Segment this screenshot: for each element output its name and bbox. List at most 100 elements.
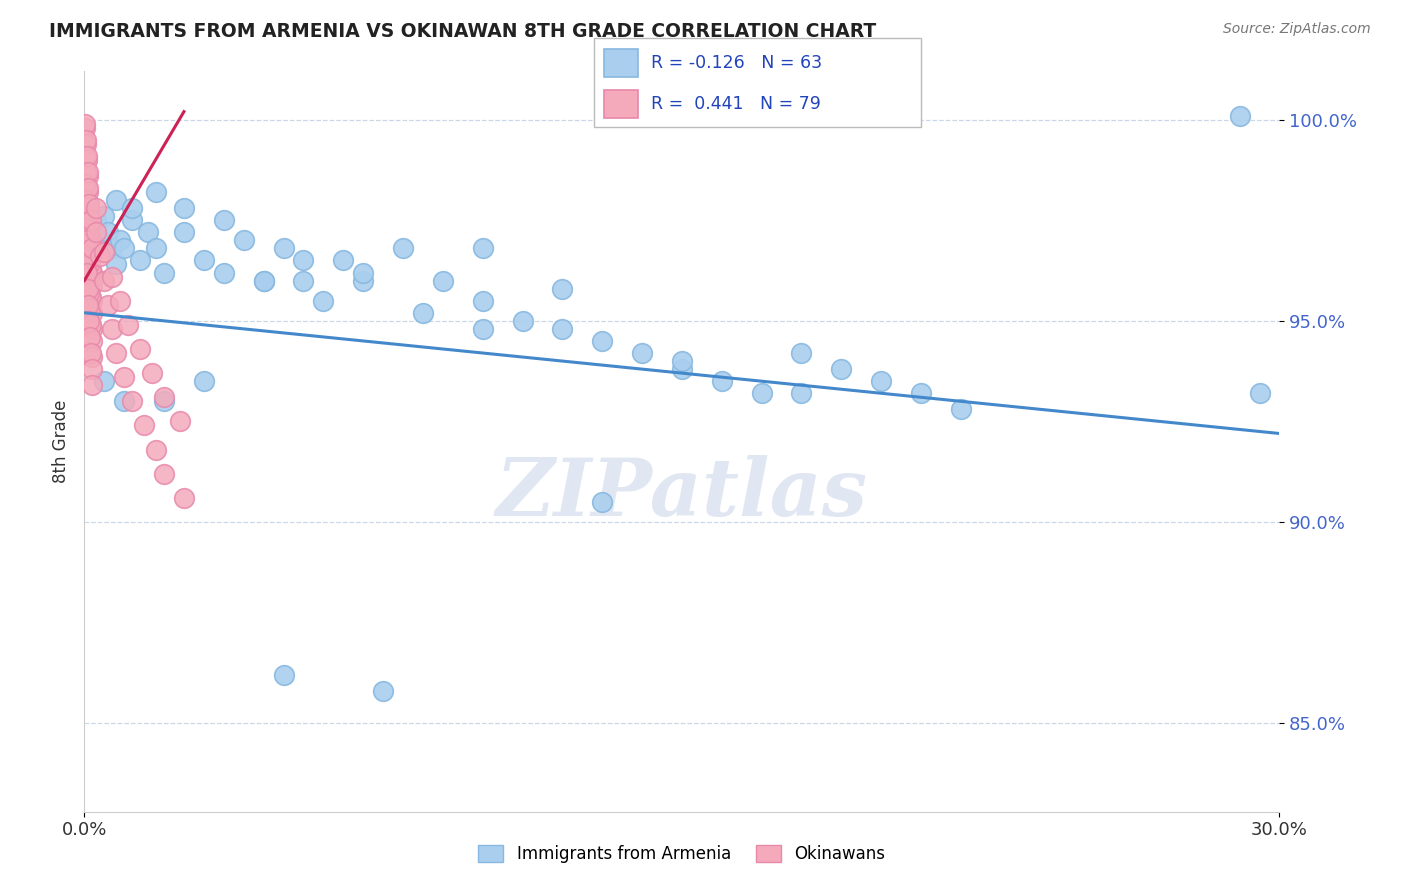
Point <box>631 346 654 360</box>
Point <box>76 181 98 195</box>
Point <box>80 249 103 263</box>
Point <box>710 374 733 388</box>
Point <box>790 346 813 360</box>
Point <box>97 298 120 312</box>
Point <box>136 225 159 239</box>
Point <box>77 258 100 272</box>
Point <box>77 201 100 215</box>
Point <box>105 193 128 207</box>
Point <box>145 241 167 255</box>
Point <box>132 418 156 433</box>
Point <box>870 374 893 388</box>
Point <box>910 386 932 401</box>
Text: R =  0.441   N = 79: R = 0.441 N = 79 <box>651 95 821 113</box>
Point <box>512 314 534 328</box>
Point <box>75 136 97 151</box>
Point <box>153 390 176 404</box>
Point <box>79 245 101 260</box>
Point <box>76 237 98 252</box>
Point <box>80 261 103 276</box>
Point <box>105 258 128 272</box>
Point <box>312 293 335 308</box>
Point <box>671 354 693 368</box>
Text: IMMIGRANTS FROM ARMENIA VS OKINAWAN 8TH GRADE CORRELATION CHART: IMMIGRANTS FROM ARMENIA VS OKINAWAN 8TH … <box>49 22 876 41</box>
Point <box>76 165 98 179</box>
Point <box>75 117 97 131</box>
Point <box>110 293 132 308</box>
Point <box>352 266 374 280</box>
Point <box>82 266 104 280</box>
Point <box>76 209 98 223</box>
Point <box>82 378 104 392</box>
Point <box>77 185 100 199</box>
Point <box>75 221 97 235</box>
Point <box>105 346 128 360</box>
Point <box>82 241 104 255</box>
Point <box>101 322 124 336</box>
Point <box>75 133 97 147</box>
Point <box>80 277 103 292</box>
Point <box>80 334 103 348</box>
Point <box>273 241 295 255</box>
Point <box>76 153 98 167</box>
Point <box>141 366 163 380</box>
Point <box>949 402 972 417</box>
Point <box>153 467 176 481</box>
Point <box>79 274 101 288</box>
Point <box>1249 386 1271 401</box>
Point <box>790 386 813 401</box>
Point <box>193 374 215 388</box>
Point <box>82 322 104 336</box>
Point <box>80 306 103 320</box>
Point <box>471 241 494 255</box>
Point <box>86 201 108 215</box>
Point <box>93 374 115 388</box>
Point <box>112 370 135 384</box>
Point <box>751 386 773 401</box>
Bar <box>605 49 638 77</box>
Point <box>471 293 494 308</box>
Point <box>117 318 139 332</box>
Point <box>110 233 132 247</box>
Point <box>76 197 98 211</box>
Point <box>212 213 235 227</box>
Point <box>292 253 315 268</box>
Point <box>80 362 103 376</box>
Point <box>79 217 101 231</box>
Point <box>75 233 97 247</box>
Point <box>77 197 100 211</box>
Point <box>153 266 176 280</box>
Point <box>75 249 97 263</box>
Point <box>292 274 315 288</box>
Point <box>112 394 135 409</box>
FancyBboxPatch shape <box>593 37 921 128</box>
Point <box>80 213 103 227</box>
Point <box>75 149 97 163</box>
Point <box>77 285 100 300</box>
Point <box>75 205 97 219</box>
Point <box>89 249 111 263</box>
Point <box>392 241 415 255</box>
Point <box>82 293 104 308</box>
Point <box>76 266 98 280</box>
Point <box>76 282 98 296</box>
Y-axis label: 8th Grade: 8th Grade <box>52 400 70 483</box>
Point <box>169 414 191 428</box>
Point <box>101 241 124 255</box>
Point <box>75 120 97 135</box>
Point <box>352 274 374 288</box>
Point <box>671 362 693 376</box>
Point <box>77 314 100 328</box>
Point <box>76 149 98 163</box>
Point <box>551 282 574 296</box>
Point <box>80 346 103 360</box>
Point <box>193 253 215 268</box>
Point <box>77 213 100 227</box>
Point <box>80 318 103 332</box>
Point <box>77 181 100 195</box>
Point <box>75 165 97 179</box>
Point <box>591 334 613 348</box>
Point <box>212 266 235 280</box>
Point <box>86 213 108 227</box>
Point <box>232 233 254 247</box>
